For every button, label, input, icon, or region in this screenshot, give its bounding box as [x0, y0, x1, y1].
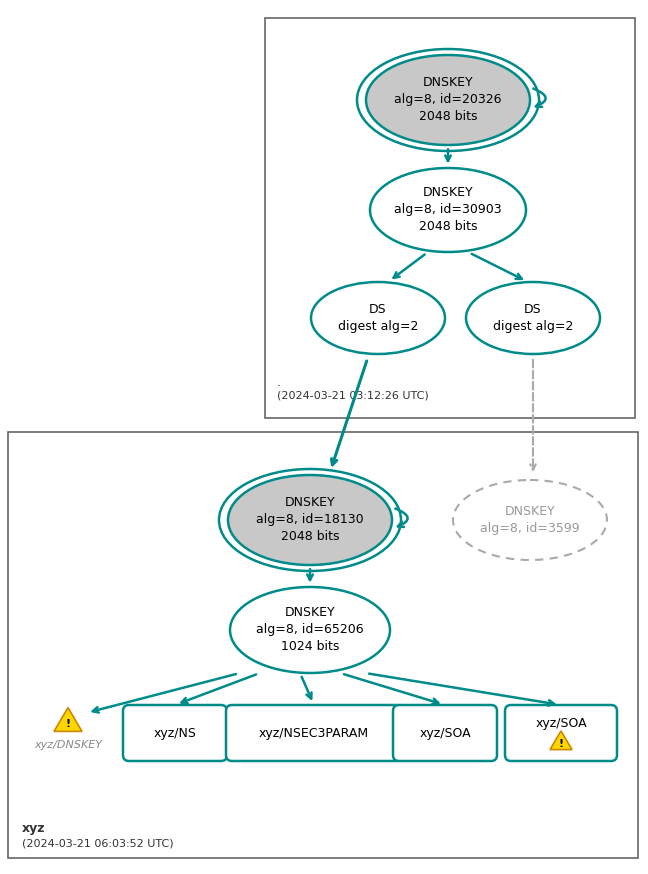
FancyBboxPatch shape	[123, 705, 227, 761]
Text: DNSKEY
alg=8, id=65206
1024 bits: DNSKEY alg=8, id=65206 1024 bits	[256, 607, 364, 654]
Text: DNSKEY
alg=8, id=30903
2048 bits: DNSKEY alg=8, id=30903 2048 bits	[394, 186, 502, 233]
FancyBboxPatch shape	[393, 705, 497, 761]
Ellipse shape	[466, 282, 600, 354]
Text: DNSKEY
alg=8, id=18130
2048 bits: DNSKEY alg=8, id=18130 2048 bits	[256, 496, 364, 544]
Text: !: !	[65, 718, 71, 729]
Text: (2024-03-21 06:03:52 UTC): (2024-03-21 06:03:52 UTC)	[22, 838, 174, 848]
Ellipse shape	[453, 480, 607, 560]
Bar	[8, 432, 638, 858]
Polygon shape	[550, 731, 572, 750]
Text: xyz/NS: xyz/NS	[154, 726, 196, 739]
Text: xyz/DNSKEY: xyz/DNSKEY	[34, 740, 102, 750]
Text: .: .	[277, 376, 281, 389]
Text: xyz: xyz	[22, 822, 45, 835]
Text: xyz/SOA: xyz/SOA	[419, 726, 471, 739]
Text: DNSKEY
alg=8, id=20326
2048 bits: DNSKEY alg=8, id=20326 2048 bits	[394, 77, 502, 123]
FancyBboxPatch shape	[226, 705, 402, 761]
Bar	[265, 18, 635, 418]
Text: xyz/SOA: xyz/SOA	[535, 717, 587, 730]
Ellipse shape	[311, 282, 445, 354]
Text: DNSKEY
alg=8, id=3599: DNSKEY alg=8, id=3599	[480, 505, 580, 535]
Polygon shape	[54, 708, 82, 732]
Ellipse shape	[228, 475, 392, 565]
Text: DS
digest alg=2: DS digest alg=2	[338, 303, 418, 333]
Ellipse shape	[370, 168, 526, 252]
Text: xyz/NSEC3PARAM: xyz/NSEC3PARAM	[259, 726, 369, 739]
Text: DS
digest alg=2: DS digest alg=2	[493, 303, 573, 333]
Text: !: !	[559, 739, 564, 748]
Text: (2024-03-21 03:12:26 UTC): (2024-03-21 03:12:26 UTC)	[277, 390, 429, 400]
FancyBboxPatch shape	[505, 705, 617, 761]
Ellipse shape	[230, 587, 390, 673]
Ellipse shape	[366, 55, 530, 145]
